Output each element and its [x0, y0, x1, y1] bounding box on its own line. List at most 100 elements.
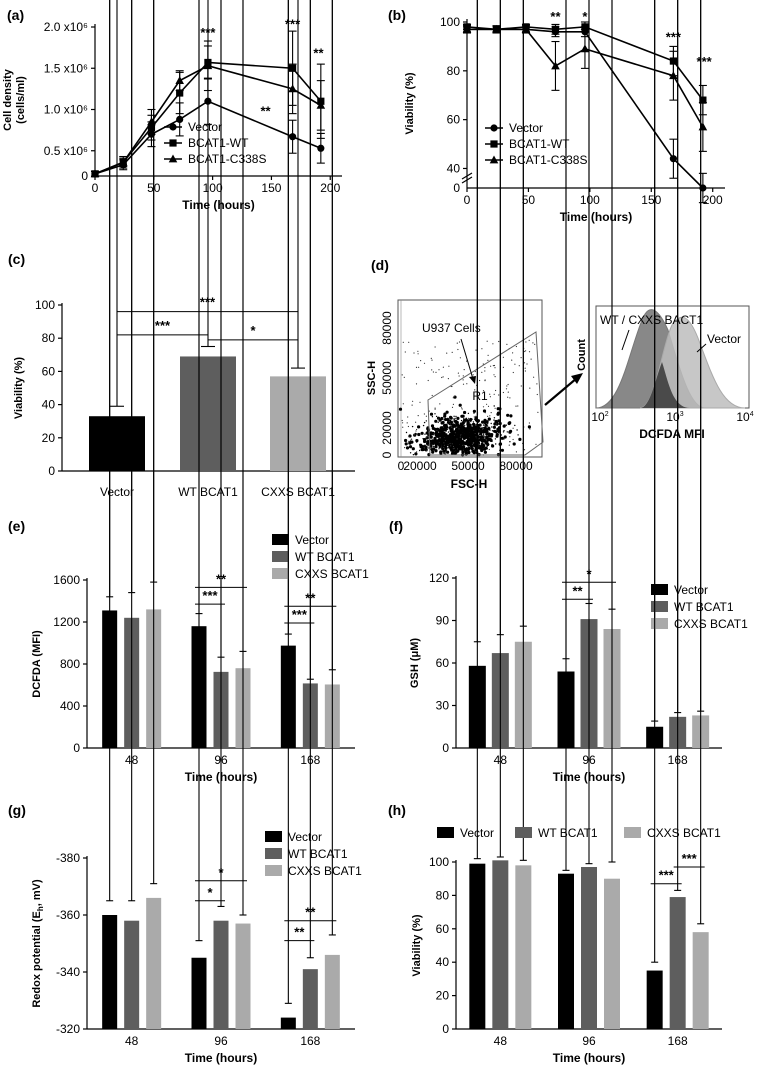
legend-label: BCAT1-C338S — [188, 152, 266, 166]
legend-swatch — [515, 827, 532, 838]
cell-dot — [484, 429, 486, 432]
x-category-label: 48 — [494, 1034, 508, 1048]
bar — [669, 897, 686, 1029]
legend-marker — [489, 155, 499, 164]
cell-dot — [444, 436, 446, 438]
debris-dot — [437, 418, 439, 420]
debris-dot — [457, 348, 459, 351]
cell-dot — [474, 418, 476, 421]
legend-label: CXXS BCAT1 — [674, 617, 748, 631]
panel-b: (b) 0 50 100 150 200 40 60 80 100 0 Time (hours) Via… — [388, 7, 725, 224]
histogram-x-tick-label: 104 — [736, 410, 753, 424]
cell-dot — [433, 436, 437, 440]
debris-dot — [448, 365, 450, 367]
cell-dot — [486, 430, 489, 432]
cell-dot — [482, 433, 485, 435]
scatter-x-title: FSC-H — [451, 477, 488, 491]
cell-dot — [459, 424, 462, 426]
cell-dot — [463, 428, 465, 431]
y-tick-label: 0.5 x10⁶ — [44, 144, 88, 158]
cell-dot — [431, 435, 433, 438]
debris-dot — [425, 437, 427, 439]
y-axis-title-part: M) — [409, 638, 421, 651]
debris-dot — [452, 397, 454, 399]
cell-dot — [472, 421, 475, 423]
debris-dot — [452, 403, 454, 405]
scatter-y-tick-label: 0 — [380, 451, 394, 458]
debris-dot — [446, 352, 448, 354]
debris-dot — [449, 442, 451, 445]
y-tick-label: -340 — [56, 965, 80, 979]
cell-dot — [417, 432, 421, 437]
error-bar — [306, 0, 314, 959]
x-tick-label: 150 — [261, 181, 281, 195]
cell-dot — [527, 425, 532, 429]
cell-dot — [441, 438, 443, 441]
cell-dot — [509, 414, 513, 418]
y-tick-label: 40 — [447, 161, 461, 175]
cell-dot — [478, 428, 480, 431]
debris-dot — [518, 365, 520, 367]
cell-dot — [494, 419, 498, 424]
cell-dot — [506, 431, 508, 433]
cell-dot — [483, 450, 487, 454]
cell-dot — [411, 447, 415, 451]
y-tick-label: 40 — [42, 398, 56, 412]
significance-marker: ** — [572, 583, 583, 598]
debris-dot — [484, 370, 486, 372]
tick-base: 10 — [591, 410, 605, 424]
debris-dot — [451, 406, 454, 408]
debris-dot — [434, 346, 436, 348]
debris-dot — [493, 364, 496, 367]
cell-dot — [455, 448, 457, 450]
cell-dot — [441, 440, 444, 442]
legend-marker — [169, 139, 177, 147]
cell-dot — [464, 424, 466, 426]
legend-label: Vector — [674, 583, 708, 597]
debris-dot — [420, 360, 422, 362]
cell-dot — [482, 424, 485, 426]
legend-swatch — [265, 848, 282, 859]
histogram-pointer-vector — [696, 343, 707, 353]
debris-dot — [494, 367, 496, 369]
debris-dot — [401, 374, 403, 376]
cell-dot — [437, 421, 439, 424]
cell-dot — [453, 450, 456, 452]
debris-dot — [506, 343, 508, 345]
legend-label: Vector — [288, 830, 322, 844]
cell-dot — [439, 451, 442, 453]
data-point — [551, 25, 560, 33]
debris-dot — [528, 422, 531, 424]
cell-dot — [434, 445, 438, 449]
x-axis-title: Time (hours) — [185, 1051, 257, 1065]
gate-label: U937 Cells — [422, 321, 481, 335]
cell-dot — [488, 419, 490, 421]
cell-dot — [439, 442, 441, 444]
cell-dot — [445, 442, 447, 444]
debris-dot — [416, 428, 418, 431]
y-tick-label: 0 — [442, 1022, 449, 1036]
legend-swatch — [272, 568, 289, 579]
cell-dot — [485, 436, 487, 438]
cell-dot — [412, 454, 415, 456]
cell-dot — [509, 441, 511, 443]
cell-dot — [496, 424, 498, 426]
cell-dot — [478, 427, 480, 430]
debris-dot — [418, 366, 420, 368]
cell-dot — [435, 415, 438, 418]
debris-dot — [481, 348, 483, 350]
cell-dot — [456, 440, 458, 442]
cell-dot — [492, 430, 495, 432]
cell-dot — [477, 425, 480, 427]
debris-dot — [517, 405, 519, 407]
x-tick-label: 200 — [320, 181, 340, 195]
cell-dot — [470, 420, 472, 423]
cell-dot — [432, 448, 434, 451]
scatter-y-tick-label: 20000 — [380, 411, 394, 445]
cell-dot — [425, 448, 427, 450]
cell-dot — [496, 412, 500, 416]
debris-dot — [450, 445, 452, 447]
cell-dot — [461, 446, 463, 449]
cell-dot — [457, 441, 459, 443]
cell-dot — [452, 425, 454, 427]
